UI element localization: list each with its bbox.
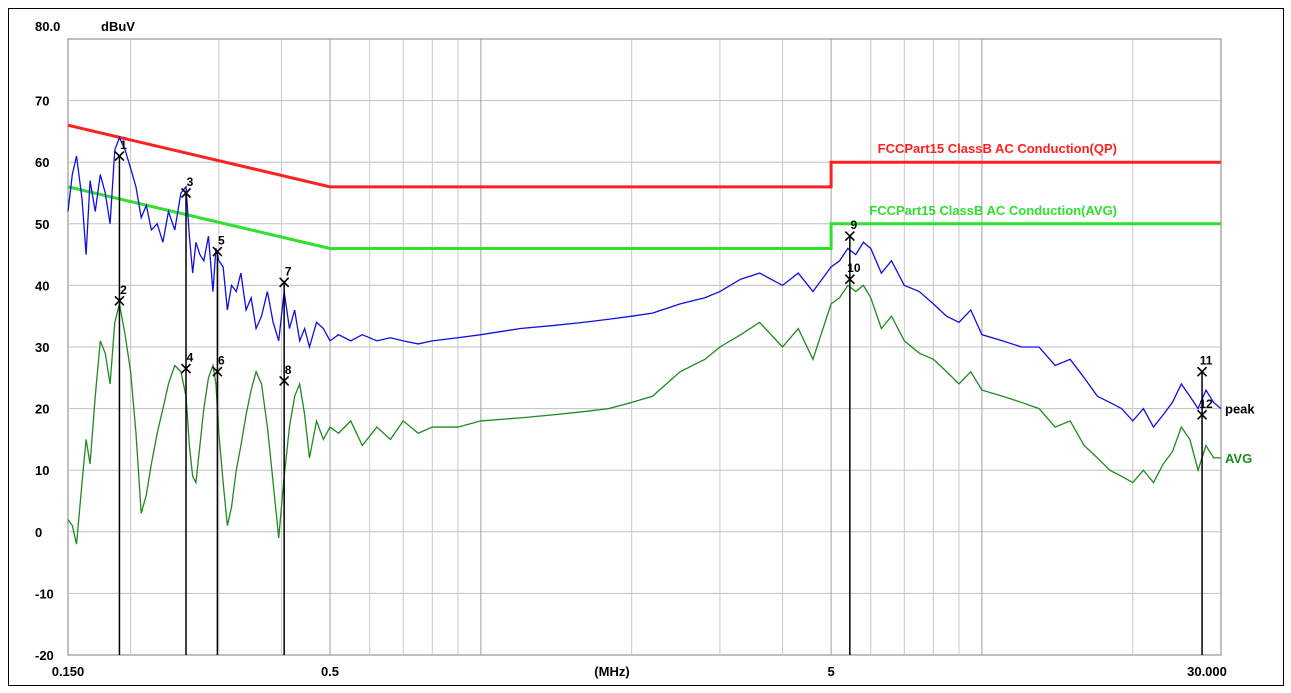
y-tick-label: 60	[35, 155, 49, 170]
limit-label: FCCPart15 ClassB AC Conduction(AVG)	[869, 203, 1117, 218]
marker-x	[279, 375, 290, 386]
marker-label: 6	[218, 354, 225, 368]
marker-label: 5	[218, 234, 225, 248]
limit-line	[67, 185, 1221, 250]
marker-label: 10	[847, 261, 861, 275]
marker-label: 3	[187, 175, 194, 189]
marker-x	[114, 295, 125, 306]
marker-label: 4	[187, 351, 194, 365]
x-tick-label: 0.150	[52, 664, 85, 679]
y-tick-label: 20	[35, 402, 49, 417]
limit-line	[67, 123, 1221, 189]
marker-label: 2	[120, 283, 127, 297]
y-tick-label: 70	[35, 94, 49, 109]
limit-lines: FCCPart15 ClassB AC Conduction(QP) FCCPar…	[67, 123, 1221, 250]
y-tick-label: -10	[35, 586, 54, 601]
series-label: AVG	[1225, 451, 1252, 466]
marker-x	[1196, 409, 1208, 420]
marker-label: 1	[120, 138, 127, 152]
y-tick-label: 40	[35, 278, 49, 293]
series-label: peak	[1225, 402, 1255, 417]
series-line	[67, 135, 1222, 429]
marker-label: 9	[850, 218, 857, 232]
y-tick-label: -20	[35, 648, 54, 663]
marker-x	[844, 231, 855, 242]
x-tick-label: 0.5	[321, 664, 339, 679]
marker-x	[180, 363, 192, 374]
marker-x	[212, 246, 223, 257]
marker-x	[114, 150, 125, 162]
marker-label: 12	[1199, 397, 1213, 411]
marker-x	[279, 277, 290, 288]
axis-ticks: 70 60 50 40 30 20 10 0 -10 -200.150 0.5 5 30.000	[35, 94, 1227, 679]
marker-x	[844, 274, 855, 285]
trace-series: peak AVG	[67, 135, 1255, 545]
y-tick-label: 30	[35, 340, 49, 355]
x-tick-label: 5	[827, 664, 834, 679]
marker-x	[1196, 366, 1208, 377]
y-tick-label: 50	[35, 217, 49, 232]
marker-x	[212, 366, 223, 377]
y-top-label: 80.0	[35, 19, 60, 34]
x-tick-label: 30.000	[1187, 664, 1227, 679]
limit-label: FCCPart15 ClassB AC Conduction(QP)	[878, 141, 1117, 156]
plot-grid	[67, 38, 1222, 656]
y-tick-label: 10	[35, 463, 49, 478]
y-tick-label: 0	[35, 525, 42, 540]
marker-label: 8	[285, 363, 292, 377]
emission-chart: 80.0 dBuV (MHz) 70 60 50 40 30 20 10 0 -10 -200.1…	[35, 19, 1255, 679]
series-line	[67, 284, 1221, 545]
chart-frame: 80.0 dBuV (MHz) 70 60 50 40 30 20 10 0 -10 -20 0.1…	[8, 8, 1284, 686]
x-axis-label: (MHz)	[594, 664, 629, 679]
marker-label: 11	[1200, 354, 1213, 368]
marker-x	[180, 187, 192, 199]
y-unit-label: dBuV	[101, 19, 135, 34]
marker-label: 7	[285, 264, 292, 278]
